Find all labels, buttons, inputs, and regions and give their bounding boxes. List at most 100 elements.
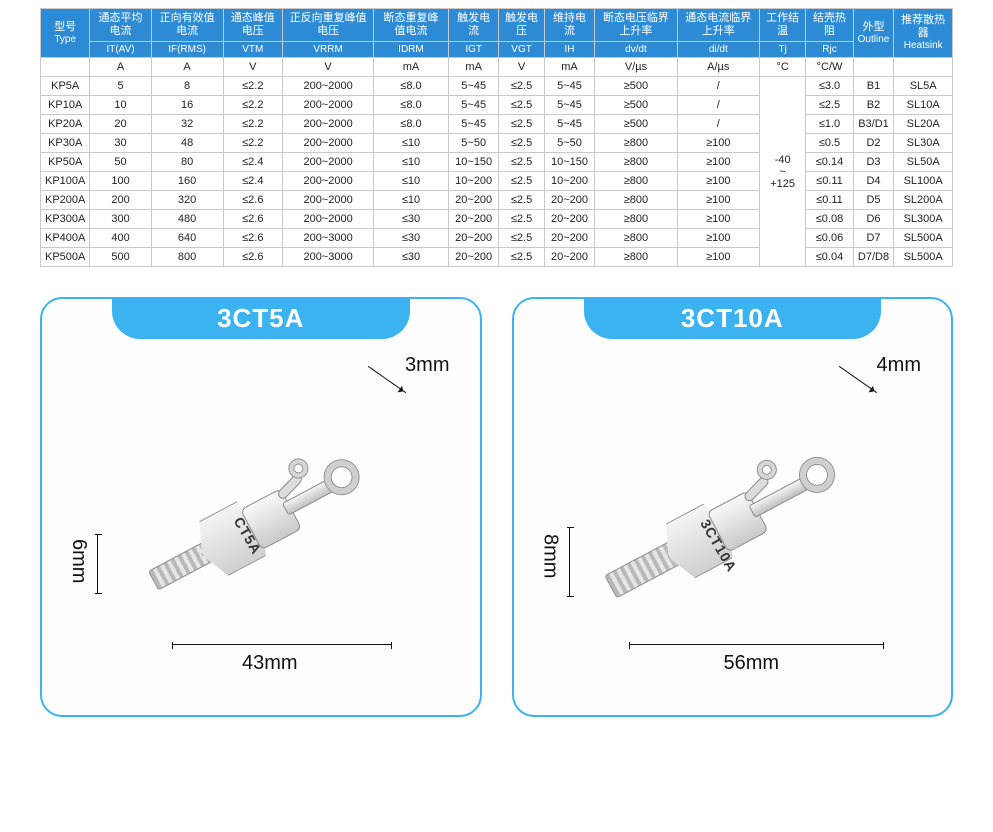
data-cell: 500: [90, 248, 151, 267]
data-cell: 5~50: [448, 134, 499, 153]
unit-cell: °C/W: [806, 58, 853, 77]
col-dvdt: 断态电压临界上升率: [595, 9, 677, 42]
data-cell: 300: [90, 210, 151, 229]
data-cell: 200~2000: [283, 210, 374, 229]
data-cell: B3/D1: [853, 115, 894, 134]
data-cell: 8: [151, 77, 223, 96]
unit-cell: A/µs: [677, 58, 759, 77]
unit-cell: A: [90, 58, 151, 77]
col-heatsink: 推荐散热器Heatsink: [894, 9, 953, 58]
data-cell: 80: [151, 153, 223, 172]
data-cell: ≤2.5: [499, 248, 544, 267]
table-row: KP10A1016≤2.2200~2000≤8.05~45≤2.55~45≥50…: [41, 96, 953, 115]
data-cell: ≥100: [677, 229, 759, 248]
col-outline: 外型Outline: [853, 9, 894, 58]
data-cell: KP50A: [41, 153, 90, 172]
data-cell: ≤2.5: [499, 229, 544, 248]
data-cell: KP10A: [41, 96, 90, 115]
gate-ring-icon: [286, 456, 310, 480]
data-cell: D6: [853, 210, 894, 229]
dim-length-line: [629, 644, 884, 645]
table-row: KP400A400640≤2.6200~3000≤3020~200≤2.520~…: [41, 229, 953, 248]
data-cell: ≥500: [595, 96, 677, 115]
unit-cell: [853, 58, 894, 77]
data-cell: ≥100: [677, 134, 759, 153]
data-cell: 5~45: [544, 115, 595, 134]
sym-dvdt: dv/dt: [595, 42, 677, 58]
card-3ct10a: 3CT10A 3CT10A 4mm 56mm 8mm: [512, 297, 954, 717]
data-cell: 200~2000: [283, 77, 374, 96]
unit-cell: V/µs: [595, 58, 677, 77]
table-row: KP500A500800≤2.6200~3000≤3020~200≤2.520~…: [41, 248, 953, 267]
data-cell: KP200A: [41, 191, 90, 210]
data-cell: 10~200: [448, 172, 499, 191]
data-cell: ≤0.11: [806, 191, 853, 210]
data-cell: ≤2.5: [499, 115, 544, 134]
unit-cell: mA: [448, 58, 499, 77]
data-cell: ≤10: [374, 134, 449, 153]
data-cell: 20~200: [544, 210, 595, 229]
thyristor-illustration: CT5A: [122, 410, 400, 646]
data-cell: B1: [853, 77, 894, 96]
data-cell: SL100A: [894, 172, 953, 191]
sym-ifrms: IF(RMS): [151, 42, 223, 58]
col-igt: 触发电流: [448, 9, 499, 42]
data-cell: ≤2.4: [223, 172, 283, 191]
data-cell: 200~3000: [283, 248, 374, 267]
data-cell: ≥800: [595, 229, 677, 248]
dim-stud-dia: 8mm: [539, 534, 562, 578]
data-cell: SL10A: [894, 96, 953, 115]
data-cell: 200~2000: [283, 96, 374, 115]
data-cell: KP5A: [41, 77, 90, 96]
dim-stud-line: [97, 534, 98, 594]
card-stage: 3CT10A 4mm 56mm 8mm: [514, 299, 952, 715]
header-row-symbols: IT(AV) IF(RMS) VTM VRRM IDRM IGT VGT IH …: [41, 42, 953, 58]
data-cell: 20~200: [544, 229, 595, 248]
data-cell: SL5A: [894, 77, 953, 96]
data-cell: 100: [90, 172, 151, 191]
card-3ct5a: 3CT5A CT5A 3mm 43mm 6mm: [40, 297, 482, 717]
data-cell: 5~45: [448, 115, 499, 134]
data-cell: ≤2.5: [499, 134, 544, 153]
data-cell: 20~200: [544, 191, 595, 210]
table-row: KP50A5080≤2.4200~2000≤1010~150≤2.510~150…: [41, 153, 953, 172]
dim-length: 43mm: [242, 652, 298, 675]
table-row: KP200A200320≤2.6200~2000≤1020~200≤2.520~…: [41, 191, 953, 210]
data-cell: 200~2000: [283, 134, 374, 153]
unit-cell: A: [151, 58, 223, 77]
data-cell: ≥800: [595, 191, 677, 210]
data-cell: 10~150: [544, 153, 595, 172]
data-cell: ≤2.5: [499, 96, 544, 115]
sym-vtm: VTM: [223, 42, 283, 58]
data-cell: 200~2000: [283, 191, 374, 210]
data-cell: ≤0.04: [806, 248, 853, 267]
sym-tj: Tj: [759, 42, 805, 58]
data-cell: ≥100: [677, 172, 759, 191]
data-cell: D5: [853, 191, 894, 210]
data-cell: 400: [90, 229, 151, 248]
data-cell: 200~2000: [283, 115, 374, 134]
sym-rjc: Rjc: [806, 42, 853, 58]
data-cell: 10~150: [448, 153, 499, 172]
data-cell: SL500A: [894, 229, 953, 248]
data-cell: 480: [151, 210, 223, 229]
data-cell: ≤8.0: [374, 96, 449, 115]
data-cell: 5: [90, 77, 151, 96]
arrow-icon: [367, 366, 405, 393]
dim-ring-hole: 3mm: [405, 354, 449, 377]
header-row-top: 型号Type 通态平均电流 正向有效值电流 通态峰值电压 正反向重复峰值电压 断…: [41, 9, 953, 42]
unit-cell: °C: [759, 58, 805, 77]
sym-itav: IT(AV): [90, 42, 151, 58]
table-row: KP100A100160≤2.4200~2000≤1010~200≤2.510~…: [41, 172, 953, 191]
data-cell: ≤3.0: [806, 77, 853, 96]
data-cell: SL300A: [894, 210, 953, 229]
table-row: KP30A3048≤2.2200~2000≤105~50≤2.55~50≥800…: [41, 134, 953, 153]
data-cell: ≤2.5: [499, 172, 544, 191]
data-cell: 20: [90, 115, 151, 134]
data-cell: ≤2.6: [223, 248, 283, 267]
data-cell: ≤2.2: [223, 115, 283, 134]
data-cell: ≤0.08: [806, 210, 853, 229]
data-cell: 30: [90, 134, 151, 153]
data-cell: KP30A: [41, 134, 90, 153]
data-cell: 10: [90, 96, 151, 115]
